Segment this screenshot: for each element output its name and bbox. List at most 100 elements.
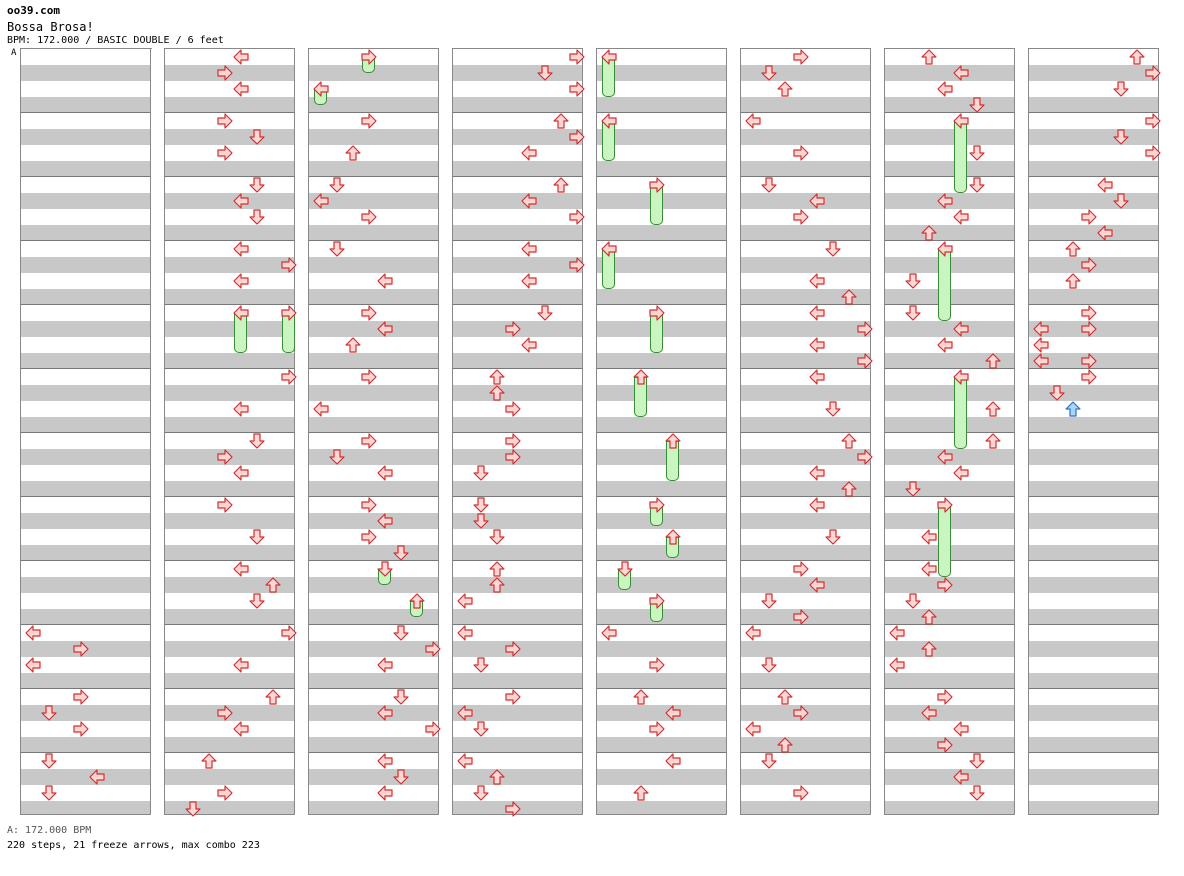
- down-arrow-icon: [825, 529, 841, 545]
- left-arrow-icon: [521, 273, 537, 289]
- measure-line: [741, 304, 870, 305]
- measure-line: [453, 432, 582, 433]
- measure-line: [165, 368, 294, 369]
- down-arrow-icon: [617, 561, 633, 577]
- measure-line: [21, 240, 150, 241]
- up-arrow-icon: [777, 81, 793, 97]
- left-arrow-icon: [89, 769, 105, 785]
- right-arrow-icon: [569, 129, 585, 145]
- down-arrow-icon: [473, 721, 489, 737]
- right-arrow-icon: [1145, 113, 1161, 129]
- down-arrow-icon: [761, 593, 777, 609]
- left-arrow-icon: [809, 577, 825, 593]
- measure-line: [741, 560, 870, 561]
- measure-line: [309, 752, 438, 753]
- measure-line: [309, 624, 438, 625]
- left-arrow-icon: [1033, 321, 1049, 337]
- measure-line: [165, 624, 294, 625]
- chart-column-5: [596, 48, 727, 815]
- measure-line: [1029, 432, 1158, 433]
- right-arrow-icon: [1081, 209, 1097, 225]
- up-arrow-icon: [633, 369, 649, 385]
- right-arrow-icon: [649, 305, 665, 321]
- up-arrow-icon: [921, 49, 937, 65]
- down-arrow-icon: [969, 785, 985, 801]
- down-arrow-icon: [249, 177, 265, 193]
- left-arrow-icon: [25, 625, 41, 641]
- measure-line: [741, 112, 870, 113]
- left-arrow-icon: [937, 241, 953, 257]
- down-arrow-icon: [905, 273, 921, 289]
- measure-line: [597, 368, 726, 369]
- up-arrow-icon: [841, 433, 857, 449]
- up-arrow-icon: [553, 177, 569, 193]
- left-arrow-icon: [745, 625, 761, 641]
- right-arrow-icon: [937, 497, 953, 513]
- measure-line: [453, 624, 582, 625]
- left-arrow-icon: [1097, 177, 1113, 193]
- freeze-arrow-body: [954, 377, 967, 449]
- left-arrow-icon: [457, 705, 473, 721]
- left-arrow-icon: [889, 657, 905, 673]
- measure-line: [1029, 496, 1158, 497]
- measure-line: [309, 560, 438, 561]
- bpm-marker-label: A: [11, 48, 17, 58]
- down-arrow-icon: [969, 145, 985, 161]
- measure-line: [885, 176, 1014, 177]
- left-arrow-icon: [377, 785, 393, 801]
- left-arrow-icon: [521, 145, 537, 161]
- left-arrow-icon: [313, 81, 329, 97]
- right-arrow-icon: [281, 305, 297, 321]
- down-arrow-icon: [905, 305, 921, 321]
- up-arrow-icon: [841, 481, 857, 497]
- left-arrow-icon: [377, 705, 393, 721]
- down-arrow-icon: [377, 561, 393, 577]
- site-link[interactable]: oo39.com: [7, 4, 60, 17]
- freeze-arrow-body: [938, 505, 951, 577]
- measure-line: [1029, 368, 1158, 369]
- right-arrow-icon: [649, 657, 665, 673]
- left-arrow-icon: [921, 561, 937, 577]
- measure-line: [597, 240, 726, 241]
- down-arrow-icon: [249, 433, 265, 449]
- right-arrow-icon: [1081, 369, 1097, 385]
- left-arrow-icon: [1033, 337, 1049, 353]
- right-arrow-icon: [361, 497, 377, 513]
- measure-line: [21, 176, 150, 177]
- down-arrow-icon: [825, 241, 841, 257]
- measure-line: [165, 112, 294, 113]
- right-arrow-icon: [217, 145, 233, 161]
- right-arrow-icon: [569, 209, 585, 225]
- right-arrow-icon: [361, 209, 377, 225]
- down-arrow-icon: [1113, 81, 1129, 97]
- chart-column-7: [884, 48, 1015, 815]
- right-arrow-icon: [649, 721, 665, 737]
- measure-line: [21, 304, 150, 305]
- measure-line: [453, 176, 582, 177]
- right-arrow-icon: [425, 641, 441, 657]
- left-arrow-icon: [457, 593, 473, 609]
- left-arrow-icon: [377, 513, 393, 529]
- measure-line: [885, 432, 1014, 433]
- left-arrow-icon: [809, 305, 825, 321]
- measure-line: [453, 368, 582, 369]
- left-arrow-icon: [921, 529, 937, 545]
- down-arrow-icon: [329, 449, 345, 465]
- right-arrow-icon: [1081, 257, 1097, 273]
- left-arrow-icon: [937, 337, 953, 353]
- left-arrow-icon: [937, 81, 953, 97]
- measure-line: [597, 176, 726, 177]
- down-arrow-icon: [329, 241, 345, 257]
- freeze-arrow-body: [954, 121, 967, 193]
- right-arrow-icon: [217, 449, 233, 465]
- up-arrow-icon: [265, 689, 281, 705]
- left-arrow-icon: [953, 369, 969, 385]
- measure-line: [165, 176, 294, 177]
- left-arrow-icon: [233, 465, 249, 481]
- measure-line: [21, 560, 150, 561]
- right-arrow-icon: [569, 257, 585, 273]
- right-arrow-icon: [793, 609, 809, 625]
- left-arrow-icon: [937, 193, 953, 209]
- up-arrow-icon: [633, 785, 649, 801]
- left-arrow-icon: [953, 209, 969, 225]
